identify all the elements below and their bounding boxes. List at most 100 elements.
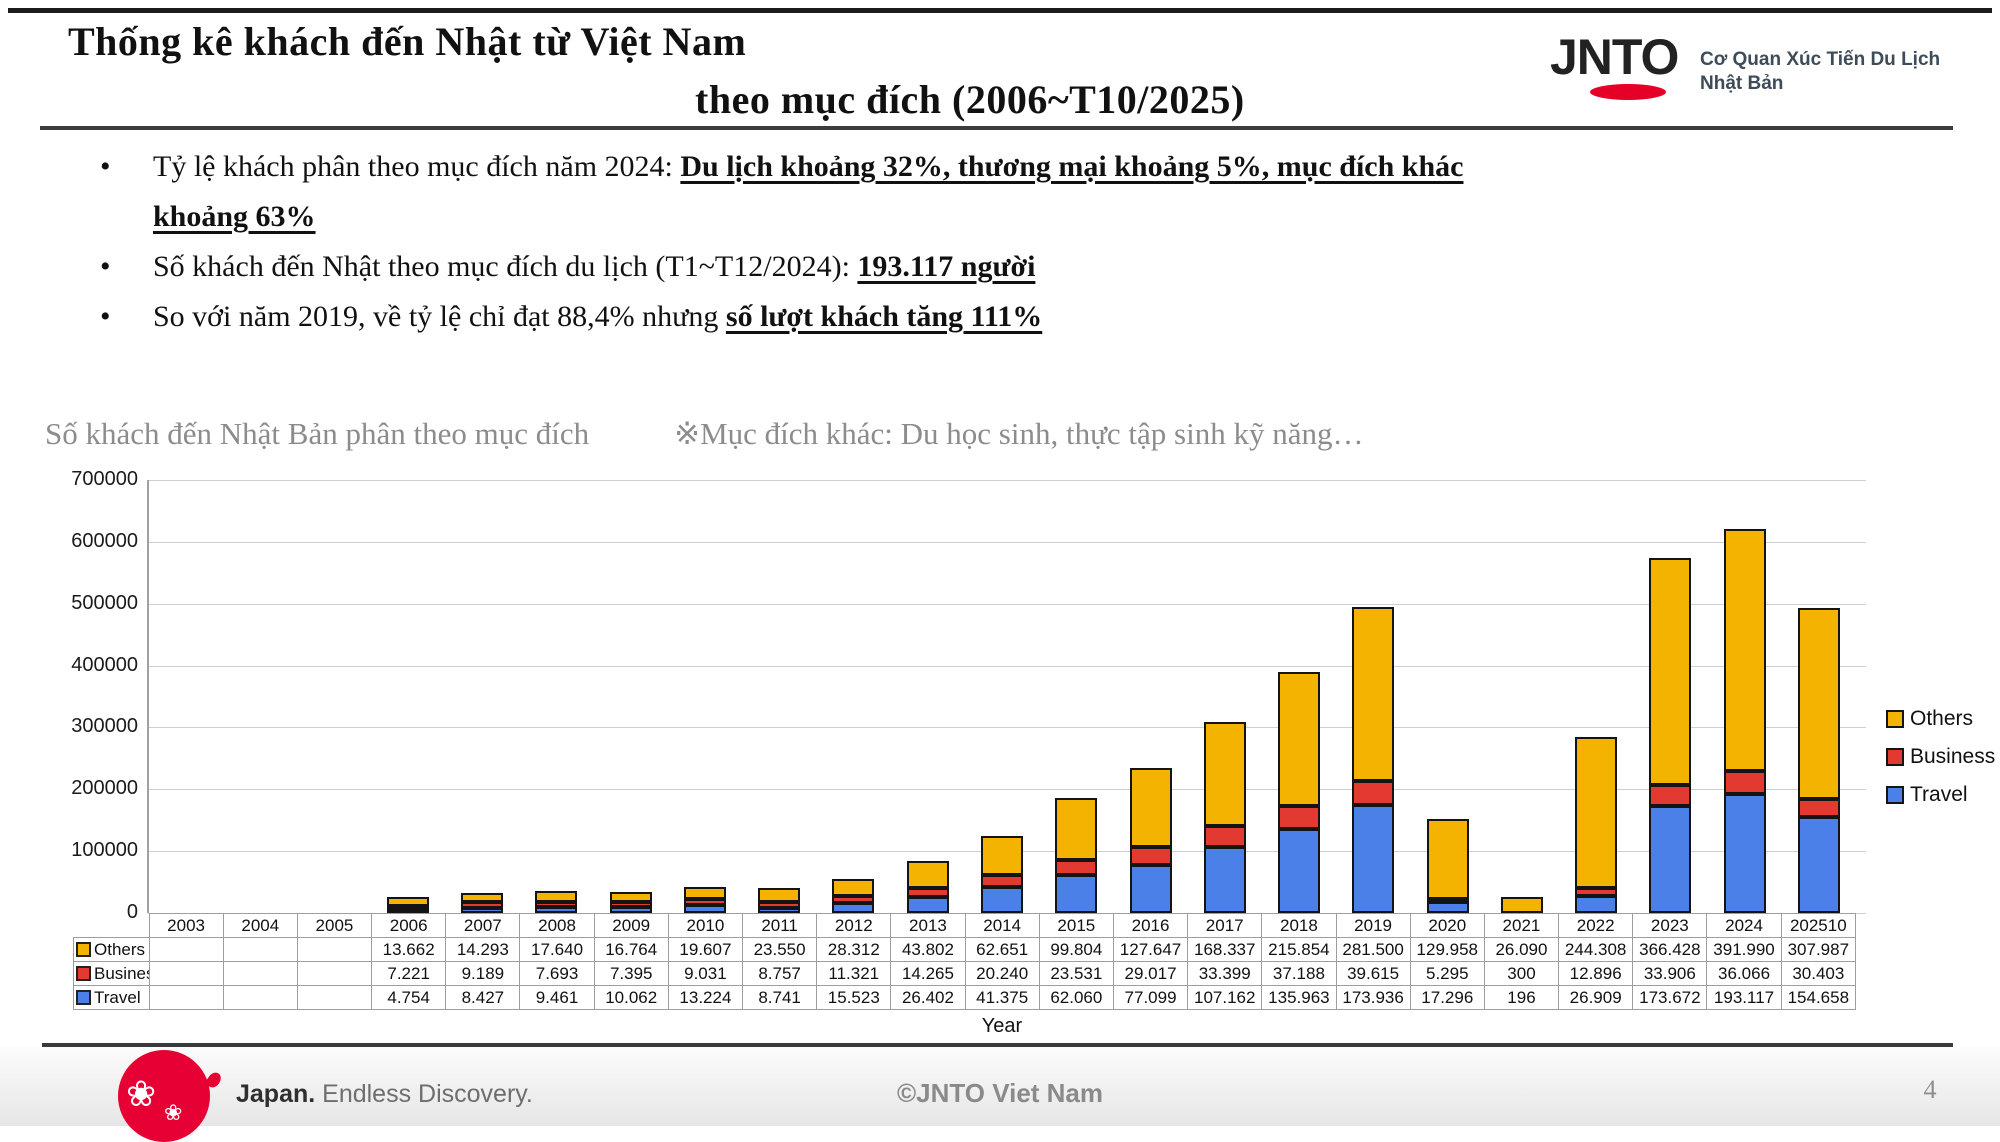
legend-label: Business: [1910, 745, 1996, 768]
table-cell: 62.651: [964, 937, 1040, 962]
page-number: 4: [1923, 1075, 1937, 1104]
table-cell: 107.162: [1187, 985, 1263, 1010]
gridline: [148, 665, 1866, 667]
bar-segment-travel: [1797, 817, 1840, 913]
table-cell: [222, 985, 298, 1010]
bar-segment-business: [1203, 826, 1246, 847]
table-cell: 5.295: [1409, 961, 1485, 986]
footer-divider: [42, 1043, 1953, 1047]
table-cell: 29.017: [1112, 961, 1189, 986]
table-cell: 13.224: [667, 985, 744, 1010]
bar-segment-travel: [1055, 874, 1098, 913]
table-cell: 62.060: [1038, 985, 1114, 1010]
bar-segment-others: [1797, 608, 1840, 799]
bullet-list: • Tỷ lệ khách phân theo mục đích năm 2024…: [100, 142, 1500, 342]
japan-label: Japan.: [236, 1080, 316, 1108]
bullet-text: Số khách đến Nhật theo mục đích du lịch …: [153, 250, 1036, 283]
table-year-header: 2003: [148, 913, 224, 938]
bar-segment-travel: [609, 906, 652, 913]
table-cell: 12.896: [1558, 961, 1634, 986]
gridline: [148, 480, 1866, 481]
table-cell: [296, 985, 373, 1010]
table-cell: 99.804: [1038, 937, 1114, 962]
y-axis-line: [147, 480, 149, 913]
bar-segment-business: [609, 902, 652, 907]
chart-heading: Số khách đến Nhật Bản phân theo mục đích…: [45, 416, 1363, 452]
bar-segment-others: [1278, 672, 1321, 806]
table-year-header: 2018: [1261, 913, 1337, 938]
jnto-logo-text: JNTO: [1550, 29, 1679, 85]
table-year-header: 2016: [1112, 913, 1189, 938]
table-cell: [222, 961, 298, 986]
gridline: [148, 541, 1866, 543]
legend-swatch-icon: [1886, 710, 1904, 728]
table-cell: 23.531: [1038, 961, 1114, 986]
bar-segment-travel: [832, 903, 875, 913]
legend-swatch-icon: [1886, 748, 1904, 766]
copyright-label: ©JNTO Viet Nam: [896, 1078, 1104, 1108]
table-cell: 30.403: [1780, 961, 1857, 986]
table-cell: 20.240: [964, 961, 1040, 986]
bar-segment-others: [535, 891, 578, 903]
table-cell: 391.990: [1706, 937, 1782, 962]
table-row-label: Business: [73, 961, 150, 986]
legend-label: Others: [1910, 707, 1974, 730]
table-row-label: Others: [73, 937, 150, 962]
table-cell: [148, 937, 224, 962]
table-cell: 4.754: [371, 985, 447, 1010]
jnto-logo: JNTO Cơ Quan Xúc Tiến Du Lịch Nhật Bản: [1550, 26, 1970, 116]
bar-segment-business: [535, 902, 578, 908]
table-year-header: 2021: [1483, 913, 1560, 938]
row-swatch-icon: [76, 990, 91, 1005]
bar-segment-travel: [535, 907, 578, 913]
table-year-header: 2024: [1706, 913, 1782, 938]
chart-legend: Others Business Travel: [1886, 700, 1995, 814]
legend-item-others: Others: [1886, 700, 1995, 738]
bar-segment-business: [906, 887, 949, 897]
table-year-header: 2022: [1558, 913, 1634, 938]
table-cell: 33.399: [1187, 961, 1263, 986]
table-cell: 15.523: [816, 985, 892, 1010]
bullet-dot: •: [100, 300, 111, 333]
bar-segment-travel: [1426, 902, 1469, 913]
bar-segment-others: [758, 887, 801, 903]
bar-segment-business: [461, 902, 504, 908]
table-cell: 9.461: [519, 985, 595, 1010]
table-cell: 281.500: [1335, 937, 1411, 962]
y-axis-tick-label: 700000: [71, 468, 138, 490]
jnto-tagline: Cơ Quan Xúc Tiến Du Lịch Nhật Bản: [1700, 49, 1941, 94]
table-cell: 14.293: [445, 937, 521, 962]
bar-segment-travel: [1278, 828, 1321, 913]
table-year-header: 2006: [371, 913, 447, 938]
bar-segment-travel: [906, 896, 949, 913]
table-cell: 41.375: [964, 985, 1040, 1010]
bar-segment-others: [609, 891, 652, 903]
table-cell: 19.607: [667, 937, 744, 962]
table-cell: 129.958: [1409, 937, 1485, 962]
table-cell: 43.802: [890, 937, 966, 962]
table-year-header: 2005: [296, 913, 373, 938]
bar-segment-others: [461, 893, 504, 903]
legend-item-business: Business: [1886, 738, 1995, 776]
table-year-header: 202510: [1780, 913, 1857, 938]
legend-label: Travel: [1910, 783, 1968, 806]
y-axis-tick-label: 300000: [71, 715, 138, 738]
page-title-line1: Thống kê khách đến Nhật từ Việt Nam: [68, 19, 747, 64]
bar-segment-travel: [461, 907, 504, 913]
table-cell: 17.640: [519, 937, 595, 962]
bar-segment-business: [1129, 847, 1172, 866]
table-cell: 37.188: [1261, 961, 1337, 986]
table-cell: 28.312: [816, 937, 892, 962]
gridline: [148, 789, 1866, 791]
table-year-header: 2009: [593, 913, 669, 938]
table-cell: [296, 961, 373, 986]
table-cell: 13.662: [371, 937, 447, 962]
bar-segment-others: [1055, 798, 1098, 861]
bar-segment-others: [832, 878, 875, 897]
table-cell: 366.428: [1632, 937, 1708, 962]
bar-segment-travel: [1129, 865, 1172, 913]
bar-segment-others: [1203, 721, 1246, 827]
table-cell: 77.099: [1112, 985, 1189, 1010]
bar-segment-others: [386, 897, 429, 906]
bar-segment-others: [981, 836, 1023, 875]
